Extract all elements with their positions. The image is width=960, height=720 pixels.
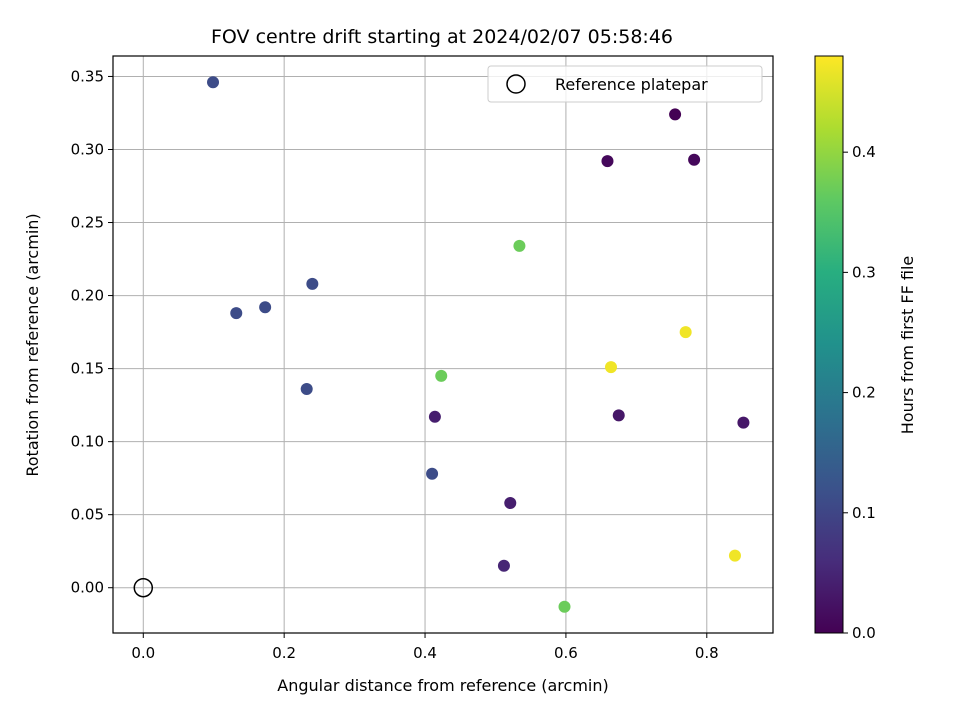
colorbar-tick-label: 0.1 [852,504,876,522]
colorbar: 0.0 0.1 0.2 0.3 0.4 Hours from first FF file [814,55,917,642]
x-tick-label: 0.4 [413,644,437,662]
data-point [497,559,510,572]
data-point [612,409,625,422]
data-point [679,326,692,339]
data-point [230,307,243,320]
y-tick-label: 0.00 [71,579,104,597]
data-point [207,76,220,89]
data-point [426,467,439,480]
colorbar-tick-label: 0.0 [852,624,876,642]
colorbar-label: Hours from first FF file [898,256,917,435]
colorbar-tick-label: 0.4 [852,143,876,161]
reference-platepar-marker [133,577,154,598]
data-point [728,549,741,562]
colorbar-gradient [814,55,844,634]
legend-box [487,65,763,103]
x-tick-label: 0.0 [131,644,155,662]
y-tick-label: 0.25 [71,214,104,232]
y-tick-label: 0.15 [71,360,104,378]
x-tick-label: 0.6 [554,644,578,662]
y-axis-label: Rotation from reference (arcmin) [23,213,42,476]
data-point [688,153,701,166]
grid [113,56,773,633]
plot-frame [112,55,774,634]
data-point [300,383,313,396]
data-point [428,410,441,423]
x-axis-ticks: 0.0 0.2 0.4 0.6 0.8 [131,633,719,662]
y-tick-label: 0.05 [71,506,104,524]
data-point [737,416,750,429]
y-tick-label: 0.30 [71,140,104,158]
x-tick-label: 0.8 [695,644,719,662]
y-tick-label: 0.20 [71,287,104,305]
data-point [601,155,614,168]
chart-title: FOV centre drift starting at 2024/02/07 … [211,26,673,48]
data-point [604,361,617,374]
y-tick-label: 0.35 [71,67,104,85]
data-point [513,239,526,252]
data-point [504,496,517,509]
data-point [558,600,571,613]
colorbar-tick-label: 0.2 [852,384,876,402]
data-point [306,277,319,290]
legend: Reference platepar [487,65,763,103]
legend-label: Reference platepar [555,75,708,94]
y-tick-label: 0.10 [71,433,104,451]
data-point [669,108,682,121]
data-points [207,76,750,613]
data-point [435,369,448,382]
colorbar-ticks: 0.0 0.1 0.2 0.3 0.4 [843,143,876,642]
y-axis-ticks: 0.00 0.05 0.10 0.15 0.20 0.25 0.30 0.35 [71,67,113,597]
colorbar-tick-label: 0.3 [852,263,876,281]
data-point [259,301,272,314]
legend-marker [506,74,526,94]
x-axis-label: Angular distance from reference (arcmin) [277,676,608,695]
x-tick-label: 0.2 [272,644,296,662]
